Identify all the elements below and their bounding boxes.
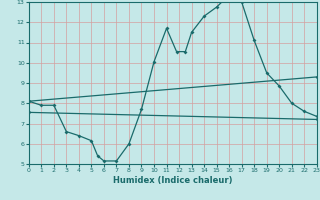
X-axis label: Humidex (Indice chaleur): Humidex (Indice chaleur) xyxy=(113,176,233,185)
